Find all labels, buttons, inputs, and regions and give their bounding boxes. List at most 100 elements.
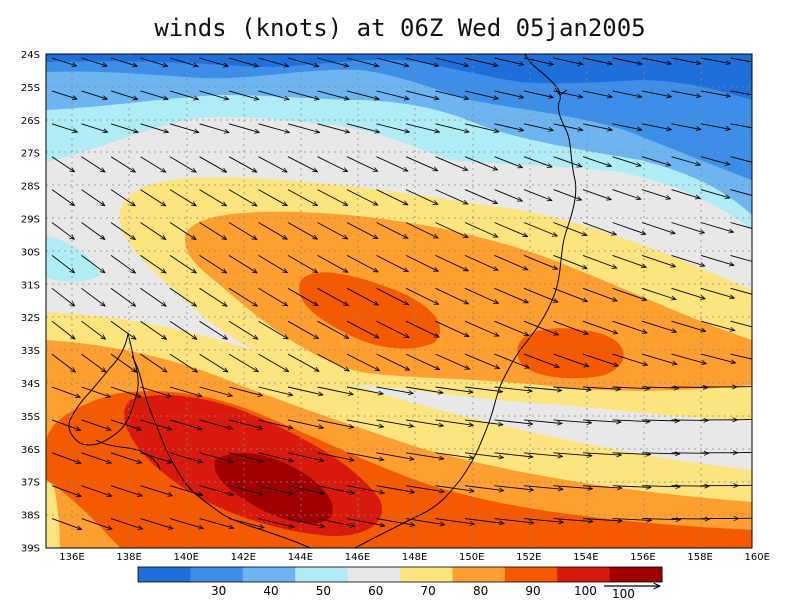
wind-arrow xyxy=(435,57,469,66)
wind-arrow xyxy=(523,254,558,269)
wind-arrow xyxy=(346,189,378,206)
wind-arrow xyxy=(346,452,384,460)
wind-arrow xyxy=(110,485,142,496)
lon-label: 160E xyxy=(744,552,769,563)
colorbar-swatch xyxy=(609,567,663,582)
wind-arrow xyxy=(376,452,415,460)
wind-arrow xyxy=(523,90,553,98)
lat-label: 37S xyxy=(21,478,40,489)
wind-arrow xyxy=(700,320,735,330)
wind-arrow xyxy=(376,90,410,99)
wind-arrow xyxy=(582,254,617,268)
wind-arrow xyxy=(730,287,752,295)
wind-arrow xyxy=(81,123,108,132)
lat-label: 32S xyxy=(21,313,40,324)
wind-arrow xyxy=(671,90,701,97)
wind-arrow xyxy=(110,320,136,339)
wind-arrow xyxy=(287,452,324,461)
wind-arrow xyxy=(258,287,288,306)
wind-arrow xyxy=(760,223,792,231)
wind-arrow xyxy=(582,320,618,333)
wind-arrow xyxy=(553,419,592,423)
lat-label: 36S xyxy=(21,445,40,456)
wind-arrow xyxy=(140,452,173,463)
wind-arrow xyxy=(523,353,559,367)
wind-arrow xyxy=(346,287,379,305)
wind-arrow xyxy=(730,57,752,63)
wind-arrow xyxy=(140,156,166,173)
wind-arrow xyxy=(140,90,169,99)
wind-arrow xyxy=(435,287,469,305)
wind-arrow xyxy=(641,123,671,130)
wind-arrow xyxy=(700,189,730,198)
colorbar-swatch xyxy=(557,567,611,582)
wind-arrow xyxy=(553,485,593,489)
wind-arrow xyxy=(376,222,409,239)
wind-arrow xyxy=(51,123,78,132)
wind-arrow xyxy=(346,386,383,394)
wind-arrow xyxy=(376,518,415,526)
lat-label: 38S xyxy=(21,511,40,522)
wind-arrow xyxy=(405,156,438,172)
wind-arrow xyxy=(228,156,257,172)
wind-arrow xyxy=(641,287,676,299)
wind-arrow xyxy=(169,123,199,133)
wind-arrow xyxy=(258,353,289,372)
wind-arrow xyxy=(523,156,552,167)
colorbar-label: 70 xyxy=(421,584,436,598)
wind-arrow xyxy=(81,255,106,272)
lat-label: 26S xyxy=(21,116,40,127)
wind-arrow xyxy=(641,320,677,332)
colorbar-label: 50 xyxy=(316,584,331,598)
wind-arrow xyxy=(582,156,611,167)
wind-arrow xyxy=(700,287,734,298)
wind-arrow xyxy=(523,222,557,237)
wind-arrow xyxy=(494,320,529,335)
wind-arrow xyxy=(641,387,679,388)
wind-arrow xyxy=(494,485,534,490)
wind-arrow xyxy=(110,57,137,66)
colorbar-label: 80 xyxy=(473,584,488,598)
wind-arrow xyxy=(376,320,410,337)
wind-arrow xyxy=(317,123,350,133)
wind-arrow xyxy=(169,57,198,66)
wind-arrow xyxy=(760,157,789,164)
wind-arrow xyxy=(346,255,378,272)
lon-label: 146E xyxy=(345,552,370,563)
longitude-labels: 136E 138E 140E 142E 144E 146E 148E 150E 152E 154E… xyxy=(59,552,770,563)
wind-arrow xyxy=(464,353,500,369)
lat-label: 29S xyxy=(21,215,40,226)
wind-arrow xyxy=(553,287,588,301)
wind-arrow xyxy=(199,222,227,240)
band-50-60-west xyxy=(46,236,100,282)
wind-arrow xyxy=(671,353,707,364)
wind-arrow xyxy=(110,452,142,463)
wind-arrow xyxy=(199,287,228,306)
wind-arrow xyxy=(81,156,106,172)
lon-label: 150E xyxy=(459,552,484,563)
wind-arrow xyxy=(582,90,612,97)
wind-arrow xyxy=(582,189,611,200)
wind-arrow xyxy=(464,222,498,238)
wind-arrow xyxy=(523,452,563,457)
colorbar: 30 40 50 60 70 80 90 100 xyxy=(137,566,663,598)
wind-arrow xyxy=(110,287,136,306)
wind-arrow xyxy=(199,57,229,66)
wind-arrow xyxy=(582,485,622,488)
wind-arrow xyxy=(641,254,676,266)
wind-arrow xyxy=(405,57,439,66)
wind-arrow xyxy=(228,287,257,306)
wind-arrow xyxy=(494,419,533,424)
wind-arrow xyxy=(169,255,196,273)
lon-label: 154E xyxy=(573,552,598,563)
lon-label: 136E xyxy=(59,552,84,563)
wind-arrow xyxy=(553,386,592,390)
wind-arrow xyxy=(258,485,295,495)
wind-arrow xyxy=(346,353,380,371)
wind-arrow xyxy=(671,189,701,199)
lon-label: 140E xyxy=(173,552,198,563)
wind-arrow xyxy=(81,452,112,463)
wind-arrow xyxy=(258,255,288,272)
wind-arrow xyxy=(287,57,319,66)
band-under-30 xyxy=(46,54,752,100)
